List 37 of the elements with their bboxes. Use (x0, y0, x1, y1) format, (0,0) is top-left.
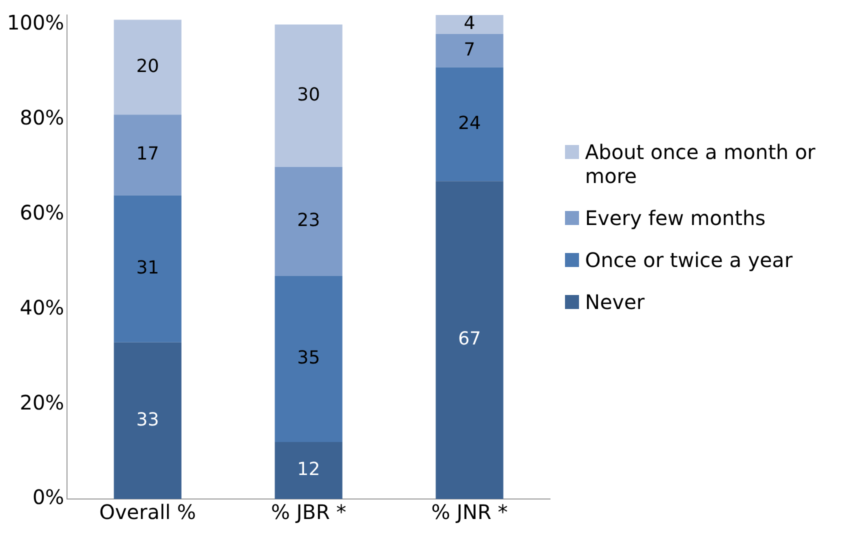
data-label: 4 (464, 13, 476, 34)
data-label: 17 (136, 144, 160, 165)
data-label: 7 (464, 39, 476, 60)
bar (114, 114, 182, 196)
bar (436, 181, 504, 499)
data-label: 20 (136, 56, 160, 77)
bar (436, 15, 504, 34)
y-tick-label: 40% (20, 295, 64, 320)
x-tick-label: Overall % (99, 500, 196, 524)
data-label: 24 (458, 112, 481, 134)
data-label: 35 (297, 348, 320, 369)
x-tick-label: % JBR * (270, 500, 346, 524)
y-tick-label: 60% (20, 200, 64, 224)
data-label: 31 (136, 258, 160, 279)
data-label: 30 (297, 84, 320, 106)
bar (114, 195, 182, 342)
y-tick-label: 20% (20, 390, 64, 414)
data-label: 67 (458, 328, 481, 350)
legend-label: About once a month or more (585, 140, 816, 188)
bar (274, 276, 342, 442)
data-label: 12 (297, 459, 320, 480)
legend-label: Never (585, 290, 645, 314)
y-tick-label: 100% (6, 10, 64, 35)
y-tick-label: 80% (20, 106, 64, 130)
legend-label: Once or twice a year (585, 248, 793, 272)
data-label: 33 (136, 409, 160, 430)
bar (274, 442, 342, 499)
data-label: 23 (297, 210, 320, 232)
bar (114, 342, 182, 499)
bar (114, 20, 182, 115)
bar (274, 24, 342, 167)
x-tick-label: % JNR * (431, 500, 508, 524)
bar (436, 67, 504, 182)
bar (274, 166, 342, 276)
bar (436, 34, 504, 68)
y-tick-label: 0% (32, 485, 64, 510)
legend-label: Every few months (585, 206, 766, 230)
